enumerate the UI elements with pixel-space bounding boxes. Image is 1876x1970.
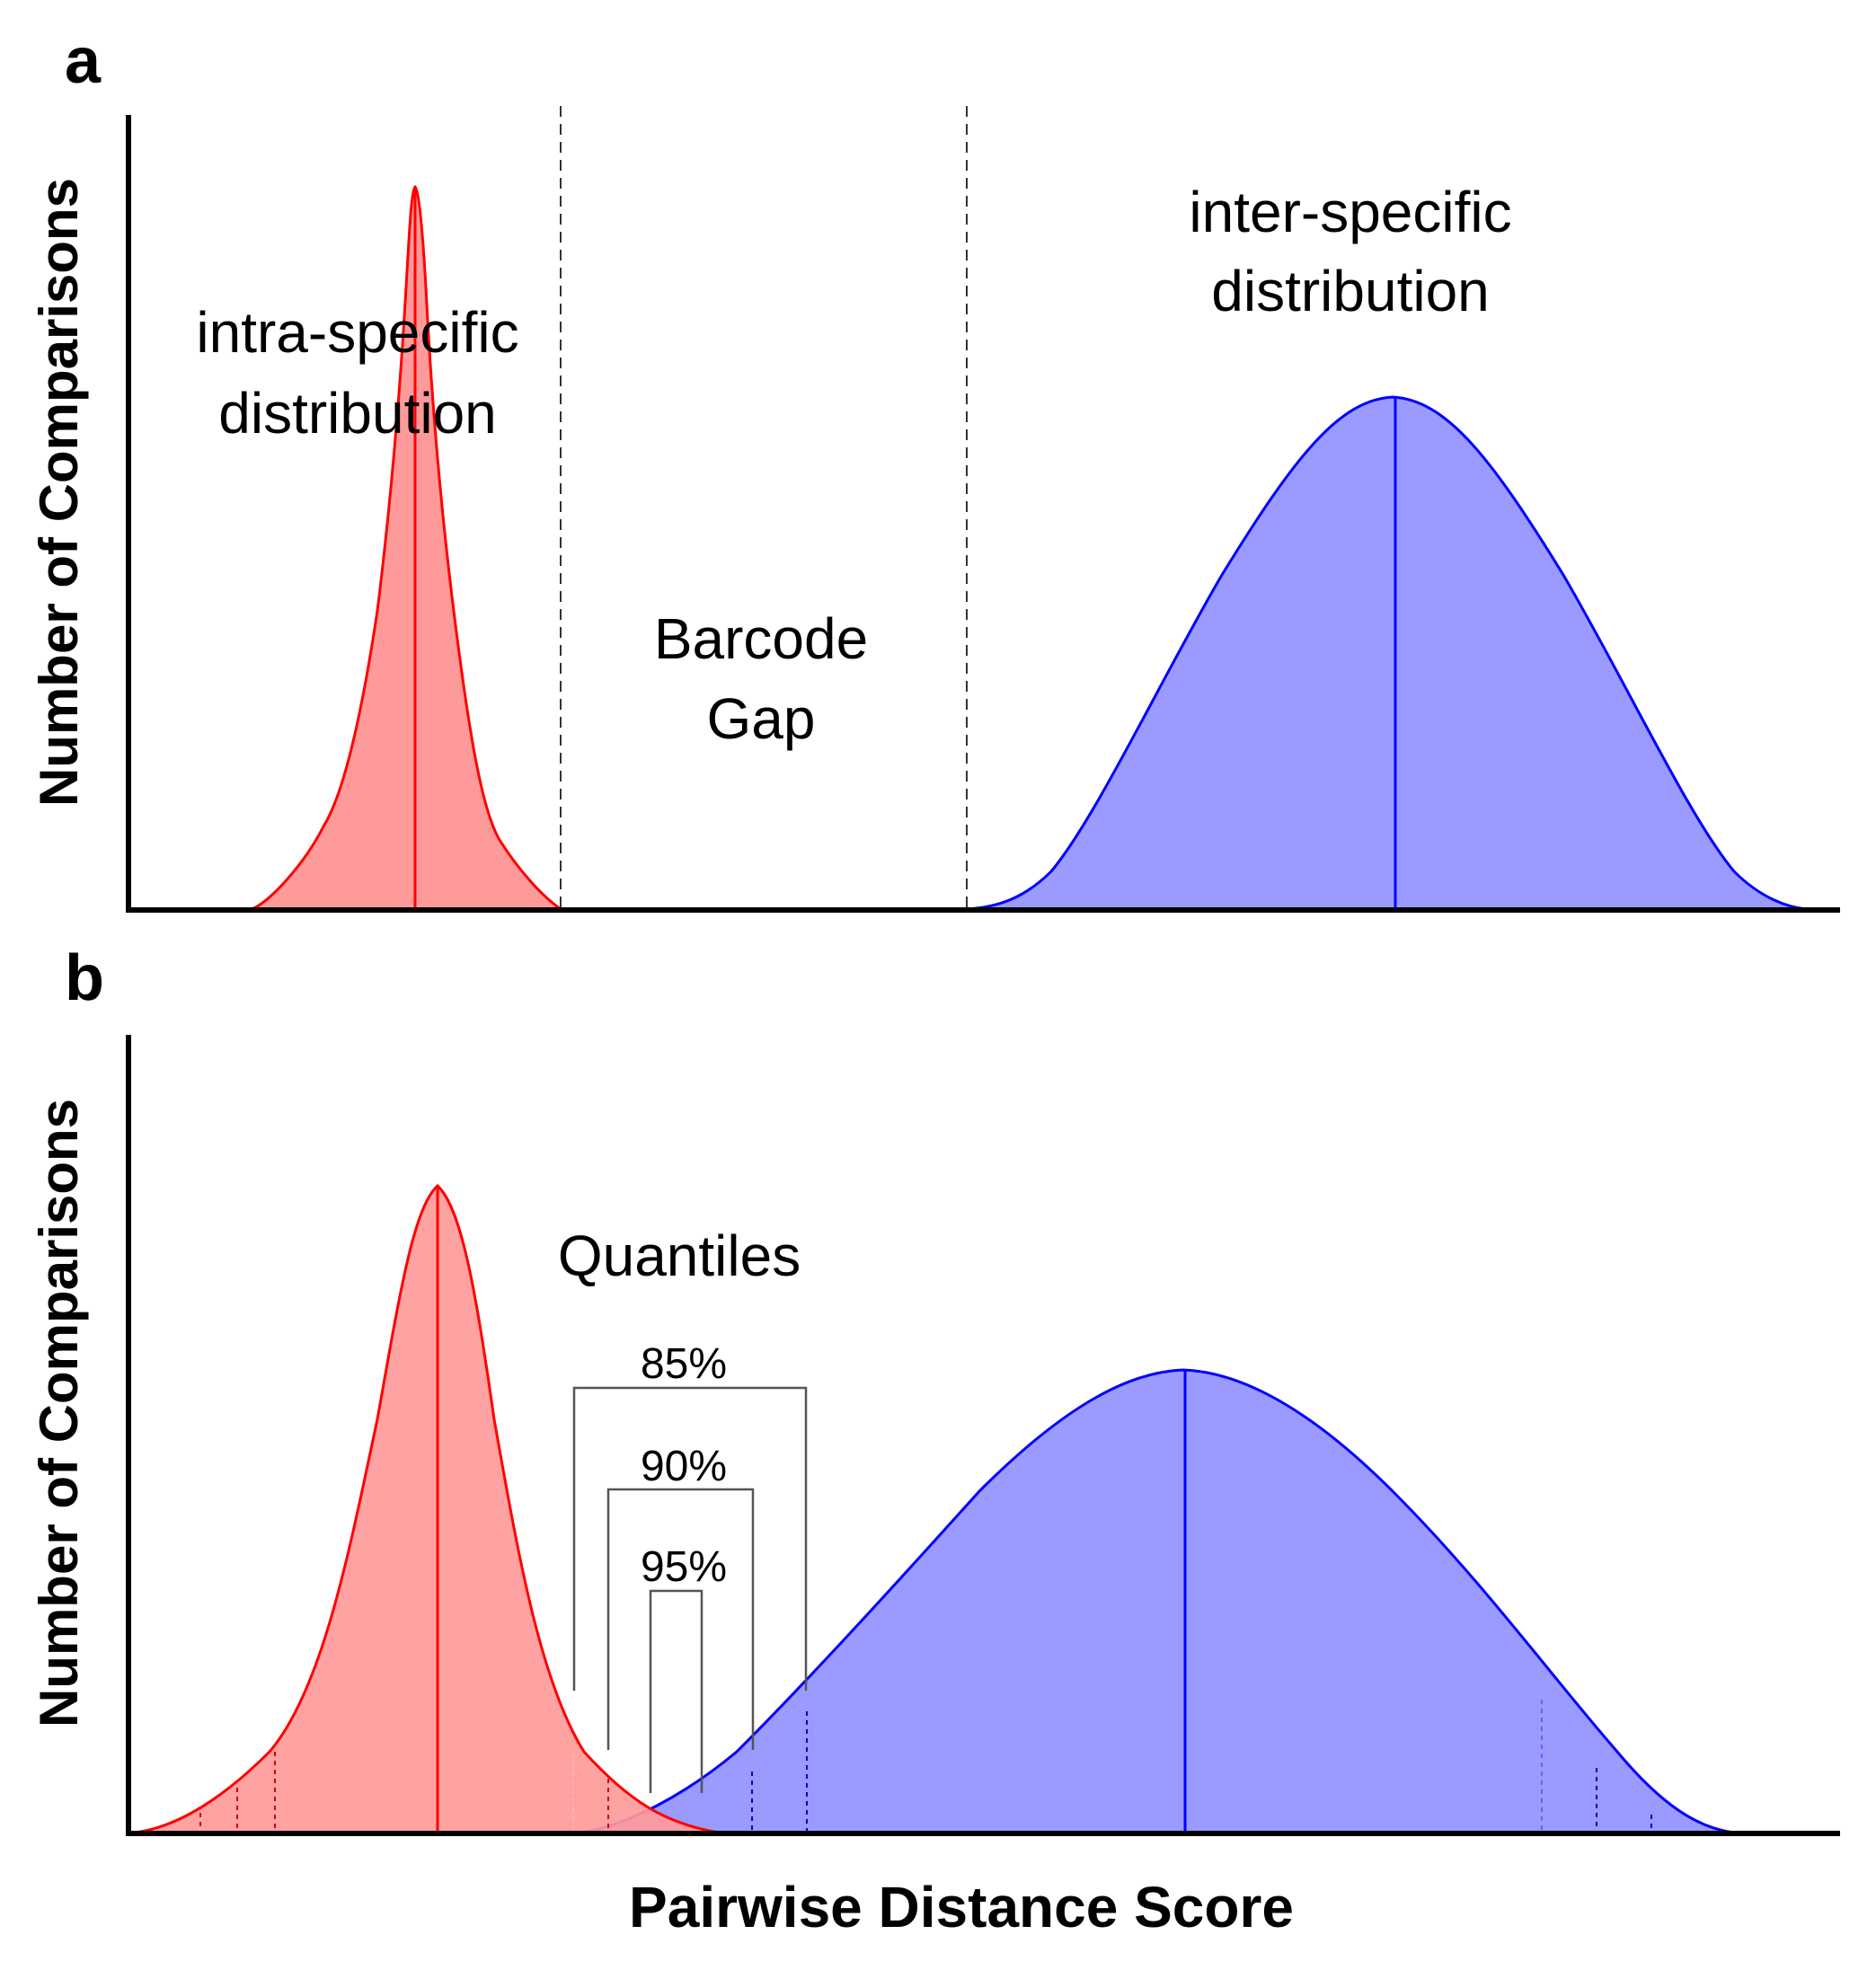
quantiles-title: Quantiles [558,1224,801,1288]
panel-a-letter: a [65,25,102,97]
bracket-85 [572,1386,808,1691]
panel-a: a Number of Comparisons intra-specific d… [29,25,1840,913]
intra-quantile-lines [199,1752,609,1833]
barcode-gap-label-line1: Barcode [654,606,868,671]
bracket-90 [606,1488,755,1750]
quantile-brackets [572,1386,808,1793]
quantile-label-85: 85% [641,1340,727,1388]
inter-specific-label-line2: distribution [1211,259,1490,323]
intra-specific-curve [251,184,565,911]
inter-quantile-lines [751,1700,1652,1833]
inter-specific-curve-b [583,1368,1735,1834]
panel-a-ylabel: Number of Comparisons [29,178,89,807]
intra-specific-label-line2: distribution [218,381,497,446]
panel-b-ylabel: Number of Comparisons [29,1099,89,1727]
intra-specific-label-line1: intra-specific [196,300,518,365]
quantile-label-95: 95% [641,1543,727,1591]
bracket-95 [649,1589,704,1793]
quantile-label-90: 90% [641,1443,727,1490]
panel-b: b Number of Comparisons [29,942,1840,1836]
x-axis-label: Pairwise Distance Score [629,1875,1294,1939]
barcode-gap-label-line2: Gap [707,686,816,751]
inter-specific-label-line1: inter-specific [1189,180,1511,244]
panel-b-letter: b [65,942,104,1014]
inter-specific-curve [966,395,1807,911]
